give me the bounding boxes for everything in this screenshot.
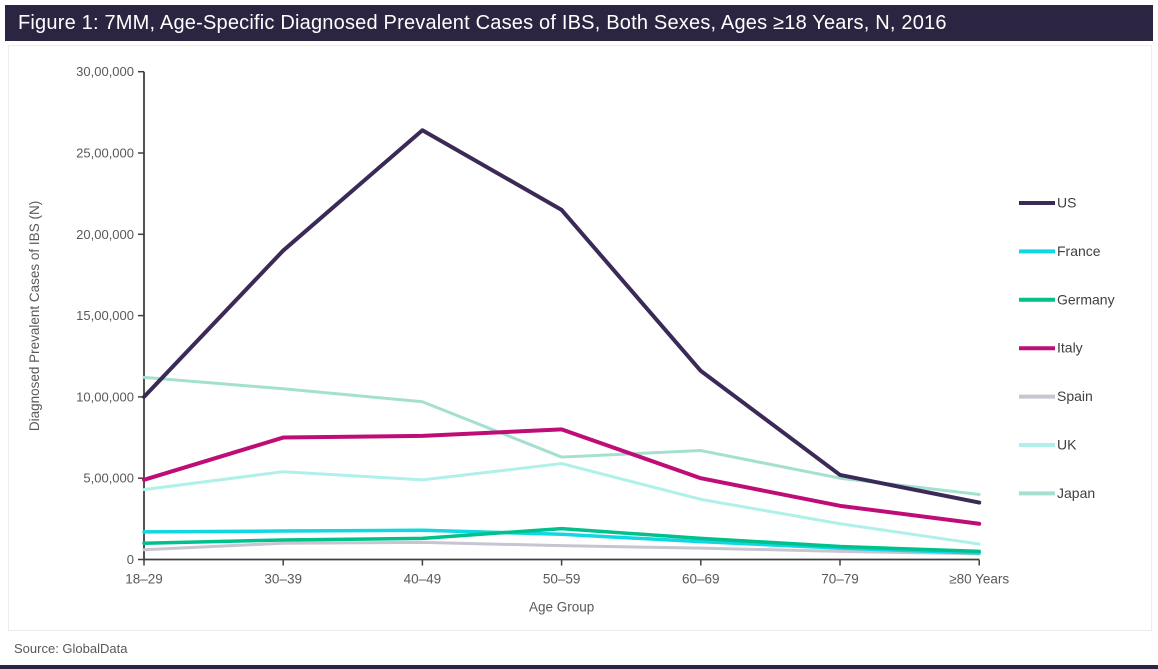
line-chart: Diagnosed Prevalent Cases of IBS (N) 0 5,0… — [27, 64, 1115, 615]
series-line-uk — [142, 462, 981, 546]
y-tick-label: 5,00,000 — [83, 471, 134, 486]
figure-title: Figure 1: 7MM, Age-Specific Diagnosed Pr… — [18, 11, 947, 34]
y-tick-label: 0 — [127, 552, 134, 567]
x-tick-label: 60–69 — [682, 572, 720, 587]
y-tick-label: 25,00,000 — [76, 146, 134, 161]
x-tick-label: 18–29 — [125, 572, 163, 587]
legend-label-japan: Japan — [1057, 485, 1095, 501]
chart-panel: Diagnosed Prevalent Cases of IBS (N) 0 5,0… — [8, 45, 1152, 631]
series-line-japan — [142, 375, 981, 496]
y-tick-label: 30,00,000 — [76, 64, 134, 79]
x-axis-title: Age Group — [529, 600, 594, 615]
series-line-spain — [142, 540, 981, 556]
y-tick-label: 20,00,000 — [76, 227, 134, 242]
legend-label-france: France — [1057, 243, 1101, 259]
series-line-us — [142, 128, 982, 505]
x-tick-label: 70–79 — [821, 572, 859, 587]
x-tick-label: 40–49 — [404, 572, 442, 587]
figure-title-bar: Figure 1: 7MM, Age-Specific Diagnosed Pr… — [5, 5, 1153, 41]
axes — [143, 71, 980, 561]
series-line-italy — [142, 427, 982, 526]
source-note: Source: GlobalData — [14, 641, 128, 656]
legend-label-germany: Germany — [1057, 291, 1115, 307]
x-tick-label: 50–59 — [543, 572, 581, 587]
y-tick-label: 15,00,000 — [76, 308, 134, 323]
legend-label-spain: Spain — [1057, 388, 1093, 404]
legend-label-uk: UK — [1057, 437, 1077, 453]
x-tick-label: 30–39 — [264, 572, 302, 587]
bottom-accent-bar — [0, 665, 1158, 669]
legend-label-italy: Italy — [1057, 340, 1083, 356]
y-axis-title: Diagnosed Prevalent Cases of IBS (N) — [27, 201, 42, 431]
series-line-germany — [142, 526, 981, 554]
y-tick-label: 10,00,000 — [76, 389, 134, 404]
x-tick-label: ≥80 Years — [949, 572, 1009, 587]
legend-label-us: US — [1057, 195, 1076, 211]
